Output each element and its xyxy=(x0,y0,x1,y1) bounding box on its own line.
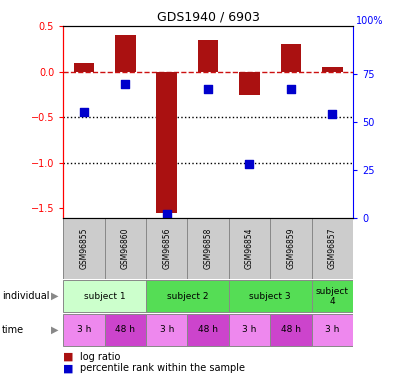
Text: GSM96860: GSM96860 xyxy=(121,228,130,269)
Bar xyxy=(312,314,353,346)
Text: GSM96854: GSM96854 xyxy=(245,228,254,269)
Bar xyxy=(115,35,135,72)
Text: ■: ■ xyxy=(63,352,74,362)
Text: 3 h: 3 h xyxy=(160,326,174,334)
Text: time: time xyxy=(2,325,24,335)
Bar xyxy=(104,217,146,279)
Text: subject
4: subject 4 xyxy=(316,286,349,306)
Title: GDS1940 / 6903: GDS1940 / 6903 xyxy=(157,11,259,24)
Bar xyxy=(239,72,260,94)
Bar xyxy=(270,314,312,346)
Text: log ratio: log ratio xyxy=(80,352,120,362)
Text: 3 h: 3 h xyxy=(77,326,91,334)
Bar xyxy=(156,72,177,213)
Text: subject 3: subject 3 xyxy=(249,292,291,301)
Point xyxy=(329,111,335,117)
Bar xyxy=(312,280,353,312)
Bar xyxy=(146,314,187,346)
Point xyxy=(205,86,211,92)
Text: GSM96859: GSM96859 xyxy=(286,228,295,269)
Bar xyxy=(146,217,187,279)
Text: individual: individual xyxy=(2,291,49,301)
Bar xyxy=(312,217,353,279)
Bar xyxy=(281,45,301,72)
Bar xyxy=(229,314,270,346)
Point xyxy=(246,161,253,167)
Bar xyxy=(63,314,104,346)
Bar xyxy=(187,314,229,346)
Text: 48 h: 48 h xyxy=(198,326,218,334)
Text: 48 h: 48 h xyxy=(281,326,301,334)
Text: ■: ■ xyxy=(63,363,74,373)
Text: GSM96856: GSM96856 xyxy=(162,228,171,269)
Bar xyxy=(198,40,218,72)
Bar xyxy=(63,217,104,279)
Bar xyxy=(73,63,94,72)
Point xyxy=(81,110,87,116)
Text: ▶: ▶ xyxy=(51,325,58,335)
Point xyxy=(164,211,170,217)
Bar xyxy=(229,217,270,279)
Text: subject 2: subject 2 xyxy=(166,292,208,301)
Point xyxy=(288,86,294,92)
Bar xyxy=(187,217,229,279)
Text: subject 1: subject 1 xyxy=(84,292,125,301)
Bar xyxy=(229,280,312,312)
Text: GSM96855: GSM96855 xyxy=(80,228,89,269)
Text: 100%: 100% xyxy=(356,16,384,26)
Text: percentile rank within the sample: percentile rank within the sample xyxy=(80,363,244,373)
Text: 3 h: 3 h xyxy=(325,326,339,334)
Point xyxy=(122,81,129,87)
Bar xyxy=(146,280,229,312)
Text: 3 h: 3 h xyxy=(242,326,257,334)
Bar xyxy=(104,314,146,346)
Text: 48 h: 48 h xyxy=(115,326,135,334)
Text: ▶: ▶ xyxy=(51,291,58,301)
Text: GSM96858: GSM96858 xyxy=(204,228,213,269)
Bar xyxy=(63,280,146,312)
Text: GSM96857: GSM96857 xyxy=(328,228,337,269)
Bar xyxy=(322,67,343,72)
Bar xyxy=(270,217,312,279)
